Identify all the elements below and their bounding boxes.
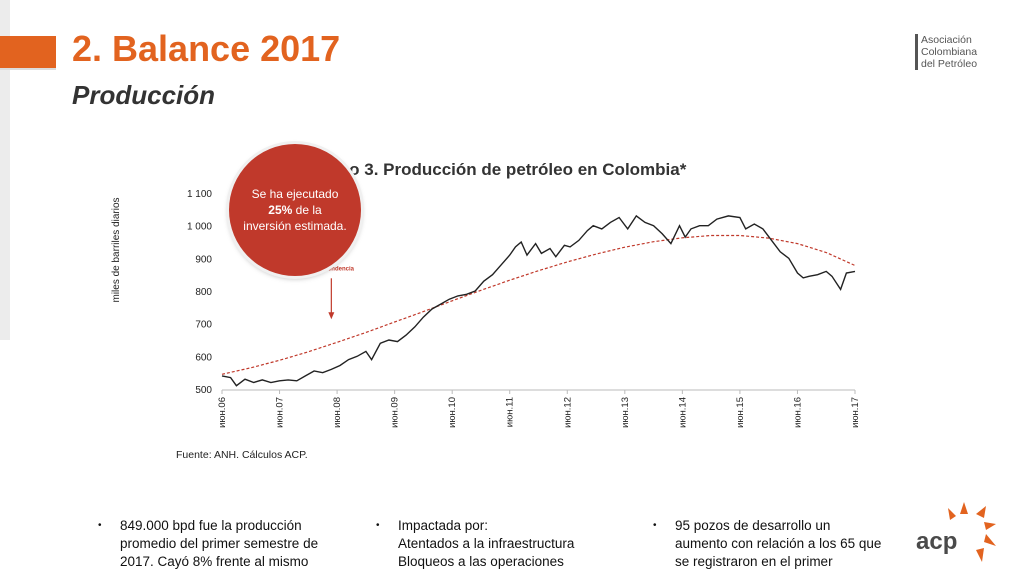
logo-line-3: del Petróleo xyxy=(921,58,978,70)
x-tick-label: июн.08 xyxy=(332,397,343,428)
y-tick-label: 1 100 xyxy=(187,189,212,200)
source-note: Fuente: ANH. Cálculos ACP. xyxy=(176,449,308,461)
x-tick-label: июн.10 xyxy=(447,397,458,428)
bullet-1-line-1: 849.000 bpd fue la producción xyxy=(120,518,302,533)
logo-text: Asociación Colombiana del Petróleo xyxy=(921,34,977,70)
callout-prefix: Se ha ejecutado xyxy=(251,187,339,201)
logo-line-1: Asociación xyxy=(921,34,972,46)
x-tick-label: июн.07 xyxy=(275,397,286,428)
callout-suffix: de la inversión estimada. xyxy=(243,203,347,233)
bullet-impacts: • Impactada por: Atentados a la infraest… xyxy=(376,517,575,571)
page-title: 2. Balance 2017 xyxy=(72,28,341,69)
investment-callout: Se ha ejecutado 25% de la inversión esti… xyxy=(229,144,361,276)
title-accent-bar xyxy=(0,36,56,68)
x-tick-label: июн.06 xyxy=(217,397,228,428)
x-tick-label: июн.11 xyxy=(505,397,516,427)
bullet-3-line-1: 95 pozos de desarrollo un xyxy=(675,518,831,533)
bullet-1-line-3: 2017. Cayó 8% frente al mismo xyxy=(120,554,309,569)
y-axis-label: miles de barriles diarios xyxy=(111,197,122,302)
y-tick-label: 600 xyxy=(195,352,212,363)
trend-annotation-label: Tendencia xyxy=(325,266,355,272)
trend-arrow-head-icon xyxy=(328,312,335,320)
x-tick-label: июн.09 xyxy=(390,397,401,428)
y-tick-label: 900 xyxy=(195,254,212,265)
y-tick-label: 700 xyxy=(195,320,212,331)
bullet-2-line-1: Impactada por: xyxy=(398,518,489,533)
bullet-3-line-3: se registraron en el primer xyxy=(675,554,833,569)
bullet-3-line-2: aumento con relación a los 65 que xyxy=(675,536,882,551)
production-line xyxy=(221,214,856,387)
header-rule xyxy=(0,68,56,70)
acp-wordmark: acp xyxy=(916,528,958,555)
x-tick-label: июн.16 xyxy=(792,397,803,428)
bullet-production: • 849.000 bpd fue la producción promedio… xyxy=(98,517,319,571)
logo-line-2: Colombiana xyxy=(921,46,978,58)
acp-logo-bottom: acp xyxy=(912,496,1022,576)
y-tick-label: 800 xyxy=(195,287,212,298)
bullet-2-line-3: Bloqueos a las operaciones xyxy=(398,554,564,569)
chart-title: Gráfico 3. Producción de petróleo en Col… xyxy=(300,160,687,179)
bullet-dot-icon: • xyxy=(653,520,657,531)
bullet-wells: • 95 pozos de desarrollo un aumento con … xyxy=(653,517,882,571)
acp-star-icon xyxy=(948,502,996,562)
x-tick-label: июн.14 xyxy=(677,397,688,428)
bullet-dot-icon: • xyxy=(376,520,380,531)
logo-bar-icon xyxy=(915,34,918,70)
page-subtitle: Producción xyxy=(72,80,216,110)
x-tick-label: июн.12 xyxy=(562,397,573,428)
bullet-1-line-2: promedio del primer semestre de xyxy=(120,536,319,551)
bullet-dot-icon: • xyxy=(98,520,102,531)
acp-logo-top: Asociación Colombiana del Petróleo xyxy=(915,34,995,74)
x-tick-label: июн.17 xyxy=(850,397,861,428)
x-tick-label: июн.13 xyxy=(620,397,631,428)
callout-highlight: 25% xyxy=(268,203,293,217)
left-decor-band xyxy=(0,0,10,340)
y-tick-label: 500 xyxy=(195,385,212,396)
bullet-2-line-2: Atentados a la infraestructura xyxy=(398,536,575,551)
y-tick-label: 1 000 xyxy=(187,222,212,233)
x-tick-label: июн.15 xyxy=(735,397,746,428)
